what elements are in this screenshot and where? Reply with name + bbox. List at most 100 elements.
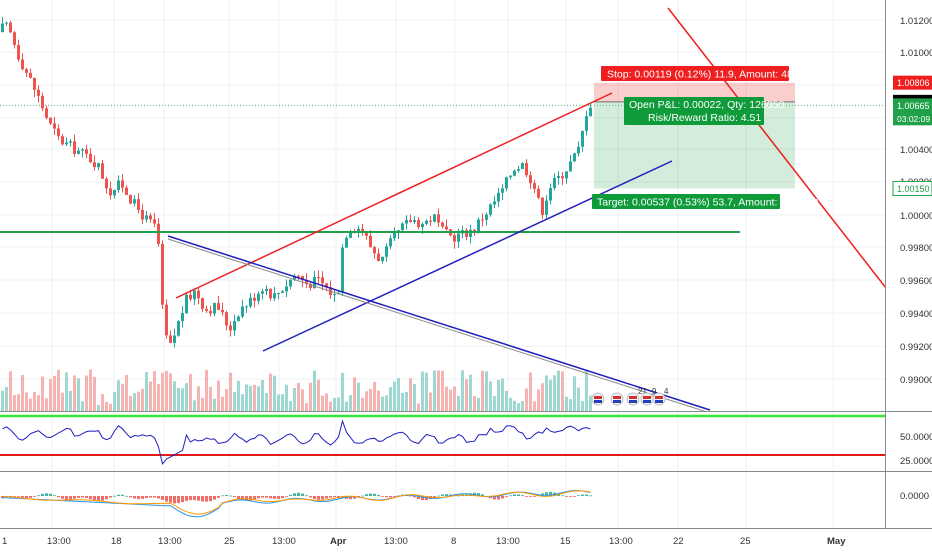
- drawings: [0, 7, 885, 411]
- price-tick-0.994: 0.99400: [900, 309, 932, 320]
- macd-histogram-bar: [153, 496, 156, 498]
- candle-body: [89, 153, 92, 163]
- target-label[interactable]: Target: 0.00537 (0.53%) 53.7, Amount: 56…: [592, 194, 818, 209]
- candle-body: [301, 276, 304, 281]
- candle-body: [57, 128, 60, 137]
- macd-histogram-bar: [381, 496, 384, 497]
- macd-histogram-bar: [569, 496, 572, 497]
- macd-histogram-bar: [409, 495, 412, 497]
- price-tick-0.996: 0.99600: [900, 276, 932, 287]
- macd-histogram-bar: [497, 496, 500, 500]
- macd-histogram-bar: [33, 496, 36, 497]
- channel-upper-line: [175, 92, 613, 299]
- volume-bar: [501, 378, 504, 411]
- candle-body: [197, 290, 200, 299]
- time-tick-1: 1: [2, 536, 7, 547]
- macd-histogram-bar: [85, 496, 88, 498]
- macd-histogram-bar: [321, 496, 324, 500]
- volume-bar: [553, 375, 556, 411]
- event-flag-stripe: [655, 400, 663, 403]
- volume-bar: [301, 389, 304, 411]
- macd-histogram-bar: [277, 496, 280, 499]
- volume-bar: [177, 387, 180, 411]
- macd-axis[interactable]: 0.0000: [900, 491, 929, 502]
- macd-histogram-bar: [25, 496, 28, 499]
- macd-histogram-bar: [133, 496, 136, 499]
- volume-bar: [585, 370, 588, 411]
- macd-histogram-bar: [521, 495, 524, 496]
- volume-bar: [165, 370, 168, 411]
- macd-histogram-bar: [481, 494, 484, 496]
- candle-body: [361, 228, 364, 233]
- volume-bar: [225, 389, 228, 411]
- volume-bar: [393, 381, 396, 411]
- macd-histogram-bar: [65, 496, 68, 500]
- macd-histogram-bar: [121, 494, 124, 496]
- time-tick-1300-d: 13:00: [384, 536, 408, 547]
- macd-histogram-bar: [221, 495, 224, 497]
- volume-bar: [421, 371, 424, 411]
- time-tick-may: May: [827, 536, 846, 547]
- volume-bar: [149, 381, 152, 411]
- volume-bar: [125, 375, 128, 411]
- price-axis[interactable]: 1.01200 1.01000 1.00400 1.00200 1.00000 …: [892, 16, 932, 386]
- stop-label[interactable]: Stop: 0.00119 (0.12%) 11.9, Amount: 4850: [601, 66, 805, 81]
- macd-histogram-bar: [565, 496, 568, 497]
- candle-body: [149, 215, 152, 220]
- candle-body: [61, 136, 64, 145]
- volume-bar: [245, 384, 248, 411]
- candle-body: [185, 294, 188, 314]
- time-axis[interactable]: 1 13:00 18 13:00 25 13:00 Apr 13:00 8 13…: [2, 536, 846, 547]
- position-labels[interactable]: Stop: 0.00119 (0.12%) 11.9, Amount: 4850…: [592, 66, 818, 209]
- open-pnl-label[interactable]: Open P&L: 0.00022, Qty: 126050 Risk/Rewa…: [624, 97, 784, 125]
- current-price-badge: [893, 98, 932, 113]
- macd-histogram-bar: [577, 495, 580, 497]
- candle-body: [517, 168, 520, 171]
- rsi-axis[interactable]: 50.0000 25.0000: [900, 432, 932, 467]
- volume-bar: [5, 386, 8, 411]
- macd-histogram-bar: [109, 496, 112, 498]
- volume-bar: [537, 389, 540, 411]
- macd-histogram-bar: [93, 496, 96, 501]
- candle-body: [569, 161, 572, 172]
- event-count-label: 9: [652, 387, 657, 396]
- volume-bar: [417, 403, 420, 411]
- candle-body: [177, 321, 180, 336]
- candle-body: [5, 22, 8, 24]
- macd-histogram-bar: [413, 496, 416, 498]
- volume-bar: [129, 395, 132, 411]
- macd-histogram-bar: [57, 496, 60, 498]
- price-tick-0.990: 0.99000: [900, 375, 932, 386]
- event-markers[interactable]: 21 9 4: [591, 387, 669, 406]
- macd-histogram-bar: [285, 496, 288, 497]
- macd-histogram-bar: [273, 496, 276, 499]
- time-tick-15: 15: [560, 536, 571, 547]
- macd-histogram-bar: [337, 496, 340, 498]
- candle-body: [533, 183, 536, 189]
- volume-bar: [85, 375, 88, 411]
- candle-body: [541, 197, 544, 215]
- macd-histogram-bar: [333, 496, 336, 498]
- volume-bar: [309, 382, 312, 411]
- volume-bar: [189, 374, 192, 411]
- volume-bar: [533, 401, 536, 411]
- macd-histogram-bar: [265, 496, 268, 498]
- event-flag-stripe: [643, 400, 651, 403]
- macd-histogram-bar: [469, 493, 472, 496]
- volume-bar: [181, 388, 184, 411]
- candle-body: [377, 253, 380, 262]
- candle-body: [249, 297, 252, 307]
- event-count-label: 21: [638, 387, 647, 396]
- macd-histogram-bar: [113, 495, 116, 497]
- time-tick-18: 18: [111, 536, 122, 547]
- rsi-tick-50: 50.0000: [900, 432, 932, 443]
- macd-histogram-bar: [125, 495, 128, 497]
- candle-body: [297, 275, 300, 277]
- volume-bar: [17, 394, 20, 411]
- candle-body: [153, 219, 156, 224]
- candle-body: [1, 23, 4, 33]
- candle-body: [97, 163, 100, 168]
- candle-body: [193, 290, 196, 300]
